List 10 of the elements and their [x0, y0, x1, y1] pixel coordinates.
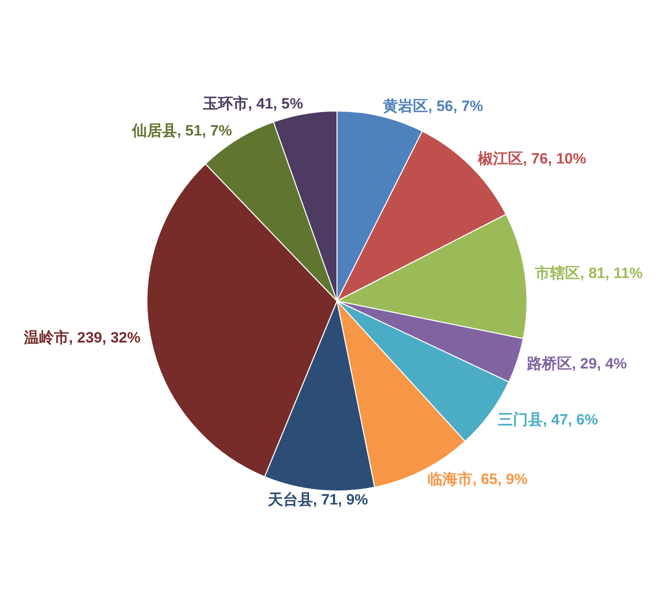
slice-label: 仙居县, 51, 7% [130, 122, 232, 140]
slice-label: 玉环市, 41, 5% [202, 94, 304, 112]
slice-label: 黄岩区, 56, 7% [382, 98, 484, 115]
slice-label: 温岭市, 239, 32% [22, 328, 140, 347]
slice-label: 天台县, 71, 9% [266, 492, 368, 509]
slice-label: 三门县, 47, 6% [498, 410, 598, 428]
slice-label: 椒江区, 76, 10% [476, 150, 586, 168]
slice-label: 临海市, 65, 9% [428, 470, 528, 488]
slice-label: 路桥区, 29, 4% [526, 355, 627, 372]
slice-label: 市辖区, 81, 11% [534, 264, 643, 282]
